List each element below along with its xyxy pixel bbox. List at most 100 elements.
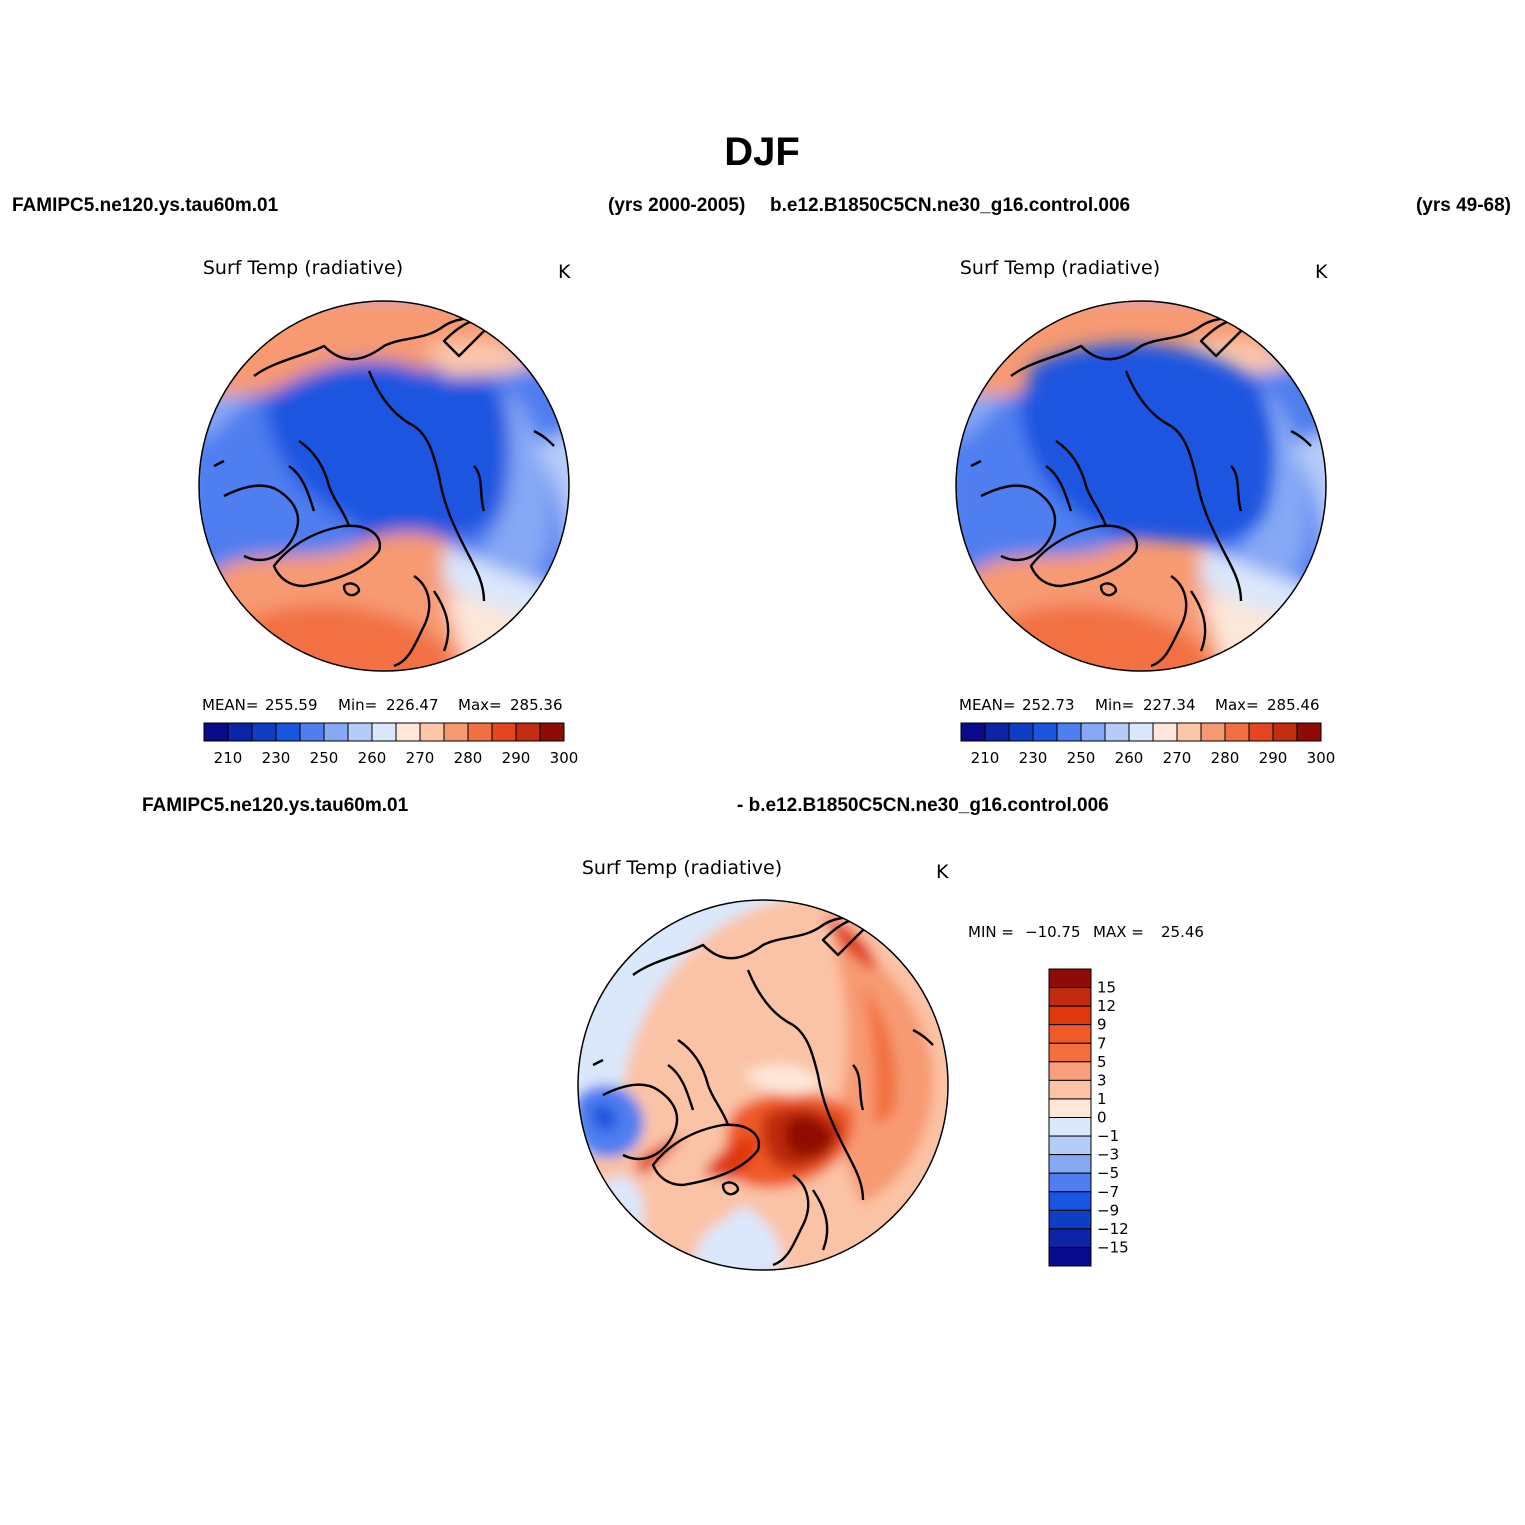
colorbar-swatch bbox=[419, 722, 445, 742]
colorbar-tick-label: 260 bbox=[358, 749, 387, 767]
colorbar-tick-label: 15 bbox=[1097, 979, 1116, 997]
colorbar-tick-label: 250 bbox=[1067, 749, 1096, 767]
colorbar-swatch bbox=[275, 722, 301, 742]
colorbar-swatch bbox=[984, 722, 1010, 742]
case-left-name: FAMIPC5.ne120.ys.tau60m.01 bbox=[12, 195, 279, 216]
colorbar-tick-label: 5 bbox=[1097, 1053, 1107, 1071]
colorbar-tick-label: 250 bbox=[310, 749, 339, 767]
colorbar-tick-label: −12 bbox=[1097, 1220, 1129, 1238]
colorbar-swatch bbox=[1048, 1246, 1092, 1267]
colorbar-swatch bbox=[467, 722, 493, 742]
colorbar-tick-label: −3 bbox=[1097, 1146, 1119, 1164]
panel1-colorbar: 210 230 250 260 270 280 290 300 bbox=[203, 722, 578, 767]
colorbar-tick-label: 290 bbox=[1259, 749, 1288, 767]
panel-difference: Surf Temp (radiative) K bbox=[577, 857, 1204, 1271]
colorbar-tick-label: −15 bbox=[1097, 1238, 1129, 1256]
colorbar-swatch bbox=[371, 722, 397, 742]
colorbar-tick-label: 230 bbox=[262, 749, 291, 767]
panel1-map bbox=[199, 301, 569, 671]
colorbar-tick-label: 210 bbox=[971, 749, 1000, 767]
colorbar-tick-label: −7 bbox=[1097, 1183, 1119, 1201]
colorbar-swatch bbox=[1224, 722, 1250, 742]
colorbar-tick-label: 280 bbox=[454, 749, 483, 767]
colorbar-swatch bbox=[1104, 722, 1130, 742]
panel2-units: K bbox=[1315, 261, 1328, 283]
panel-model-2: Surf Temp (radiative) K MEAN= 252.73 Min… bbox=[955, 257, 1335, 767]
diff-left-name: FAMIPC5.ne120.ys.tau60m.01 bbox=[142, 795, 409, 816]
colorbar-swatch bbox=[1296, 722, 1322, 742]
panel2-stats: MEAN= 252.73 Min= 227.34 Max= 285.46 bbox=[959, 696, 1320, 714]
case-left-years: (yrs 2000-2005) bbox=[608, 195, 745, 216]
case-right-years: (yrs 49-68) bbox=[1416, 195, 1511, 216]
colorbar-swatch bbox=[1152, 722, 1178, 742]
stat-value: −10.75 bbox=[1025, 923, 1081, 941]
colorbar-tick-label: 12 bbox=[1097, 997, 1116, 1015]
colorbar-swatch bbox=[227, 722, 253, 742]
colorbar-tick-label: 270 bbox=[1163, 749, 1192, 767]
colorbar-swatch bbox=[1048, 1005, 1092, 1026]
colorbar-swatch bbox=[1048, 1172, 1092, 1193]
colorbar-swatch bbox=[347, 722, 373, 742]
stat-label: MEAN= bbox=[959, 696, 1015, 714]
stat-label: Min= bbox=[338, 696, 377, 714]
colorbar-tick-label: 7 bbox=[1097, 1034, 1107, 1052]
panel2-title: Surf Temp (radiative) bbox=[960, 257, 1160, 279]
colorbar-swatch bbox=[1080, 722, 1106, 742]
colorbar-swatch bbox=[1048, 1098, 1092, 1118]
colorbar-swatch bbox=[251, 722, 277, 742]
stat-label: Max= bbox=[1215, 696, 1259, 714]
colorbar-swatch bbox=[1048, 1024, 1092, 1044]
colorbar-swatch bbox=[443, 722, 469, 742]
figure-title: DJF bbox=[724, 130, 800, 174]
colorbar-swatch bbox=[515, 722, 541, 742]
stat-value: 25.46 bbox=[1161, 923, 1204, 941]
colorbar-tick-label: 1 bbox=[1097, 1090, 1107, 1108]
colorbar-swatch bbox=[1048, 1228, 1092, 1248]
colorbar-tick-label: 270 bbox=[406, 749, 435, 767]
panel3-map bbox=[578, 900, 948, 1270]
colorbar-tick-label: 280 bbox=[1211, 749, 1240, 767]
colorbar-tick-label: −9 bbox=[1097, 1201, 1119, 1219]
panel1-units: K bbox=[558, 261, 571, 283]
colorbar-swatch bbox=[1032, 722, 1058, 742]
panel3-stats: MIN = −10.75 MAX = 25.46 bbox=[968, 923, 1204, 941]
colorbar-swatch bbox=[1048, 1191, 1092, 1211]
colorbar-tick-label: 0 bbox=[1097, 1109, 1107, 1127]
colorbar-swatch bbox=[1248, 722, 1274, 742]
colorbar-tick-label: 9 bbox=[1097, 1016, 1107, 1034]
colorbar-swatch bbox=[299, 722, 325, 742]
colorbar-swatch bbox=[1056, 722, 1082, 742]
colorbar-swatch bbox=[1048, 1135, 1092, 1156]
colorbar-swatch bbox=[539, 722, 565, 742]
colorbar-tick-label: −1 bbox=[1097, 1127, 1119, 1145]
stat-label: MAX = bbox=[1093, 923, 1144, 941]
colorbar-swatch bbox=[1048, 1154, 1092, 1174]
colorbar-swatch bbox=[1272, 722, 1298, 742]
colorbar-swatch bbox=[1176, 722, 1202, 742]
panel2-map bbox=[956, 301, 1326, 671]
colorbar-swatch bbox=[323, 722, 349, 742]
colorbar-swatch bbox=[1048, 1079, 1092, 1100]
panel3-units: K bbox=[936, 861, 949, 883]
stat-value: 285.36 bbox=[510, 696, 563, 714]
panel3-title: Surf Temp (radiative) bbox=[582, 857, 782, 879]
colorbar-tick-label: 230 bbox=[1019, 749, 1048, 767]
stat-value: 255.59 bbox=[265, 696, 318, 714]
case-right-name: b.e12.B1850C5CN.ne30_g16.control.006 bbox=[770, 195, 1130, 216]
panel1-stats: MEAN= 255.59 Min= 226.47 Max= 285.36 bbox=[202, 696, 563, 714]
stat-label: MIN = bbox=[968, 923, 1014, 941]
colorbar-swatch bbox=[960, 722, 986, 742]
colorbar-swatch bbox=[1048, 968, 1092, 989]
colorbar-swatch bbox=[1048, 1209, 1092, 1230]
panel1-title: Surf Temp (radiative) bbox=[203, 257, 403, 279]
stat-value: 226.47 bbox=[386, 696, 439, 714]
colorbar-swatch bbox=[1008, 722, 1034, 742]
colorbar-swatch bbox=[1200, 722, 1226, 742]
stat-label: Min= bbox=[1095, 696, 1134, 714]
stat-value: 252.73 bbox=[1022, 696, 1075, 714]
colorbar-swatch bbox=[491, 722, 517, 742]
colorbar-swatch bbox=[1128, 722, 1154, 742]
panel-model-1: Surf Temp (radiative) K MEAN= 255.59 Min… bbox=[198, 257, 578, 767]
